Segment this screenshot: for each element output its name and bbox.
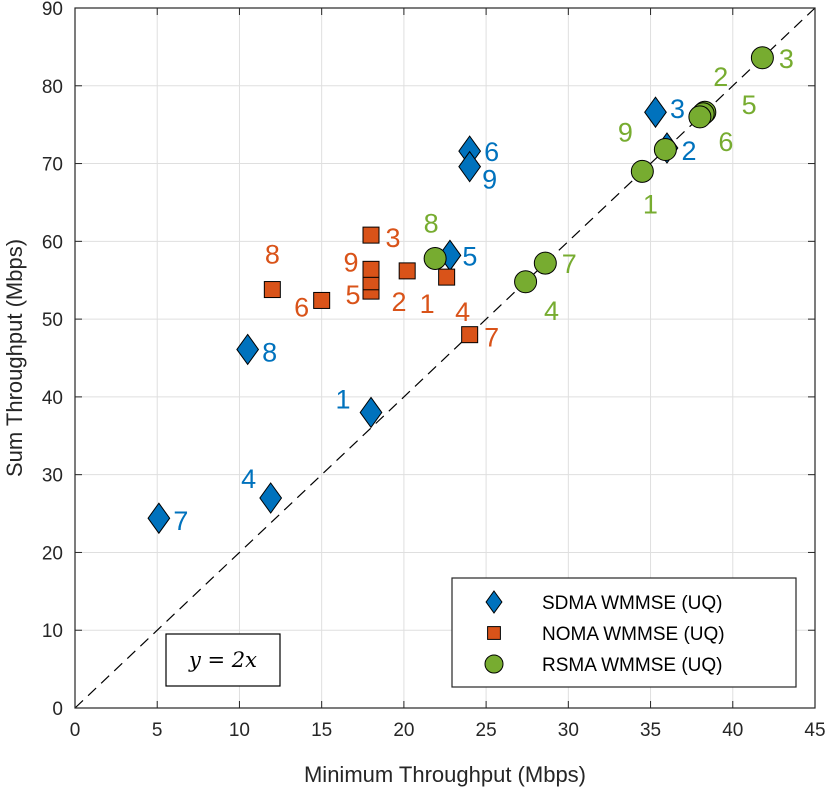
annotation-equation: y = 2x xyxy=(188,648,257,672)
point-label: 1 xyxy=(643,189,658,219)
point-label: 9 xyxy=(343,247,358,277)
legend: SDMA WMMSE (UQ) NOMA WMMSE (UQ) RSMA WMMSE… xyxy=(451,577,797,688)
point-label: 4 xyxy=(241,464,256,494)
legend-circle-marker xyxy=(484,654,504,674)
x-tick-label: 30 xyxy=(558,720,579,741)
circle-marker-4 xyxy=(514,270,538,294)
diamond-marker-1 xyxy=(359,396,383,429)
square-marker-9 xyxy=(362,260,380,278)
y-tick-label: 60 xyxy=(42,232,63,253)
square-marker-1 xyxy=(398,262,416,280)
circle-marker-7 xyxy=(533,251,557,275)
point-label: 5 xyxy=(345,280,360,310)
diamond-marker-7 xyxy=(147,502,171,535)
x-tick-label: 35 xyxy=(640,720,661,741)
point-label: 2 xyxy=(391,287,406,317)
annotation-box: y = 2x xyxy=(165,633,281,687)
point-label: 6 xyxy=(484,137,499,167)
point-label: 7 xyxy=(173,506,188,536)
x-tick-label: 5 xyxy=(152,720,163,741)
square-marker-4 xyxy=(438,268,456,286)
diamond-marker-9 xyxy=(458,150,482,183)
square-marker-7 xyxy=(461,326,479,344)
x-tick-label: 40 xyxy=(722,720,743,741)
y-tick-label: 30 xyxy=(42,466,63,487)
x-tick-label: 25 xyxy=(476,720,497,741)
point-label: 6 xyxy=(718,127,733,157)
point-label: 8 xyxy=(265,240,280,270)
point-label: 4 xyxy=(455,297,470,327)
diamond-marker-4 xyxy=(259,482,283,514)
point-label: 4 xyxy=(544,296,559,326)
point-label: 1 xyxy=(335,384,350,414)
point-label: 3 xyxy=(670,94,685,124)
y-tick-label: 90 xyxy=(42,0,63,20)
circle-marker-1 xyxy=(630,159,654,183)
y-tick-label: 0 xyxy=(52,699,63,720)
x-tick-label: 15 xyxy=(311,720,332,741)
square-marker-6 xyxy=(313,291,331,309)
point-label: 8 xyxy=(262,337,277,367)
legend-diamond-marker xyxy=(485,590,503,614)
plot-area-border xyxy=(74,7,816,709)
point-label: 3 xyxy=(385,223,400,253)
diamond-marker-3 xyxy=(644,96,667,129)
y-tick-label: 50 xyxy=(42,310,63,331)
point-label: 3 xyxy=(779,44,794,74)
x-tick-label: 20 xyxy=(393,720,414,741)
point-label: 9 xyxy=(618,118,633,148)
y-tick-label: 80 xyxy=(42,77,63,98)
point-label: 9 xyxy=(482,165,497,195)
point-label: 2 xyxy=(713,62,728,92)
legend-label: RSMA WMMSE (UQ) xyxy=(542,655,723,676)
x-tick-label: 10 xyxy=(229,720,250,741)
legend-square-marker xyxy=(487,626,501,640)
data-markers xyxy=(147,46,774,535)
x-axis-label: Minimum Throughput (Mbps) xyxy=(304,762,586,787)
y-tick-label: 70 xyxy=(42,155,63,176)
square-marker-8 xyxy=(263,281,281,299)
circle-marker-8 xyxy=(423,246,447,270)
y-tick-label: 40 xyxy=(42,388,63,409)
x-tick-label: 0 xyxy=(70,720,81,741)
circle-marker-6 xyxy=(688,105,712,129)
circle-marker-9 xyxy=(653,138,677,162)
point-label: 1 xyxy=(420,289,435,319)
y-tick-label: 10 xyxy=(42,621,63,642)
point-label: 2 xyxy=(681,136,696,166)
diamond-marker-8 xyxy=(236,333,260,366)
square-marker-3 xyxy=(362,226,380,244)
y-tick-label: 20 xyxy=(42,543,63,564)
point-label: 6 xyxy=(294,292,309,322)
point-label: 5 xyxy=(742,90,757,120)
point-label: 7 xyxy=(484,323,499,353)
point-label: 5 xyxy=(462,241,477,271)
point-label: 8 xyxy=(424,208,439,238)
legend-label: SDMA WMMSE (UQ) xyxy=(542,593,723,614)
circle-marker-3 xyxy=(750,46,774,70)
x-tick-label: 45 xyxy=(804,720,825,741)
legend-label: NOMA WMMSE (UQ) xyxy=(542,624,725,645)
y-axis-label: Sum Throughput (Mbps) xyxy=(2,239,27,477)
point-label: 7 xyxy=(562,249,577,279)
